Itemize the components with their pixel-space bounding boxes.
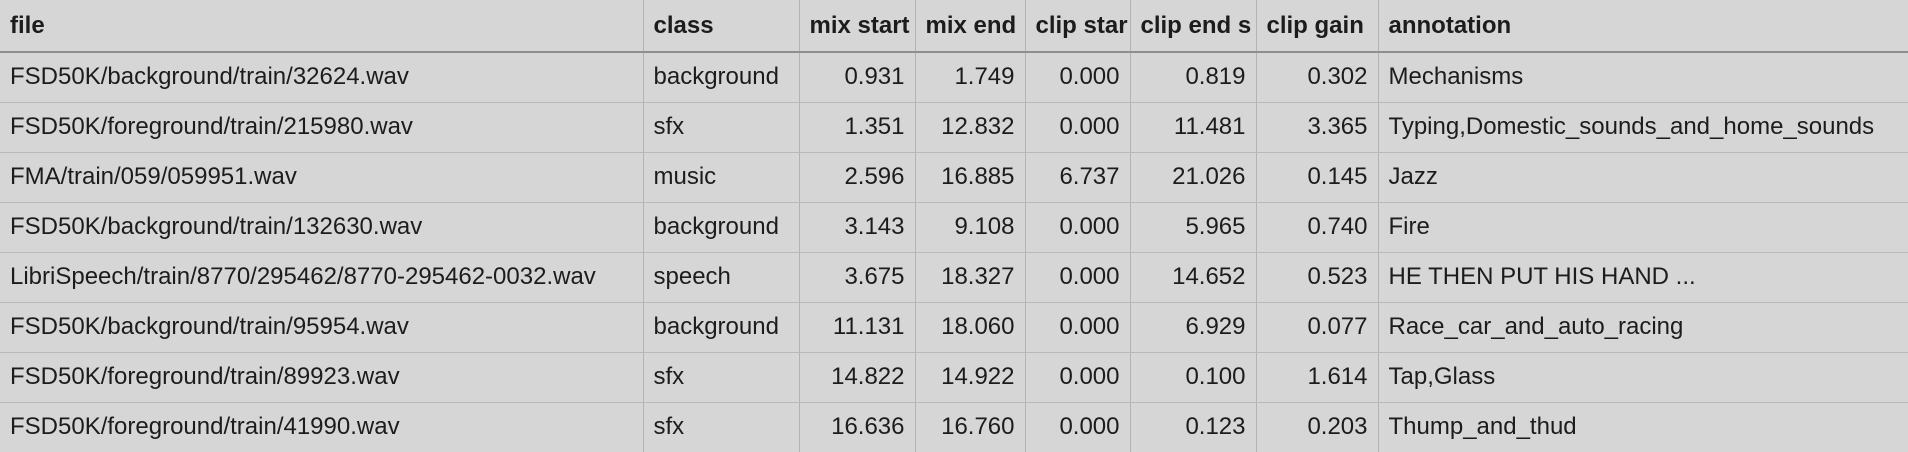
cell-file[interactable]: FSD50K/foreground/train/41990.wav — [0, 402, 644, 452]
cell-clip-start[interactable]: 0.000 — [1025, 102, 1131, 153]
cell-file[interactable]: FSD50K/foreground/train/89923.wav — [0, 352, 644, 403]
cell-annotation[interactable]: Jazz — [1378, 152, 1908, 203]
table-row[interactable]: FSD50K/background/train/32624.wav backgro… — [0, 52, 1908, 103]
cell-file[interactable]: LibriSpeech/train/8770/295462/8770-29546… — [0, 252, 644, 303]
cell-class[interactable]: sfx — [643, 402, 800, 452]
cell-mix-end[interactable]: 1.749 — [915, 52, 1026, 103]
cell-class[interactable]: music — [643, 152, 800, 203]
cell-clip-gain[interactable]: 0.302 — [1256, 52, 1379, 103]
header-class[interactable]: class — [643, 0, 800, 53]
cell-clip-end[interactable]: 11.481 — [1130, 102, 1257, 153]
cell-mix-start[interactable]: 1.351 — [799, 102, 916, 153]
cell-clip-end[interactable]: 6.929 — [1130, 302, 1257, 353]
cell-clip-gain[interactable]: 0.523 — [1256, 252, 1379, 303]
cell-clip-start[interactable]: 0.000 — [1025, 352, 1131, 403]
cell-mix-start[interactable]: 11.131 — [799, 302, 916, 353]
cell-mix-start[interactable]: 0.931 — [799, 52, 916, 103]
cell-class[interactable]: background — [643, 202, 800, 253]
cell-file[interactable]: FSD50K/background/train/32624.wav — [0, 52, 644, 103]
cell-annotation[interactable]: Mechanisms — [1378, 52, 1908, 103]
cell-mix-start[interactable]: 16.636 — [799, 402, 916, 452]
cell-file[interactable]: FSD50K/foreground/train/215980.wav — [0, 102, 644, 153]
cell-class[interactable]: sfx — [643, 352, 800, 403]
cell-mix-start[interactable]: 3.143 — [799, 202, 916, 253]
cell-mix-end[interactable]: 16.760 — [915, 402, 1026, 452]
table-row[interactable]: FSD50K/foreground/train/89923.wav sfx 14.8… — [0, 352, 1908, 403]
cell-clip-gain[interactable]: 0.077 — [1256, 302, 1379, 353]
cell-annotation[interactable]: Tap,Glass — [1378, 352, 1908, 403]
cell-annotation[interactable]: Thump_and_thud — [1378, 402, 1908, 452]
table-row[interactable]: FSD50K/foreground/train/215980.wav sfx 1.3… — [0, 102, 1908, 153]
table-row[interactable]: FSD50K/background/train/132630.wav backgr… — [0, 202, 1908, 253]
cell-class[interactable]: speech — [643, 252, 800, 303]
header-row: file class mix start mix end clip star c… — [0, 0, 1908, 53]
table-body: FSD50K/background/train/32624.wav backgro… — [0, 52, 1908, 452]
cell-mix-end[interactable]: 9.108 — [915, 202, 1026, 253]
cell-clip-gain[interactable]: 1.614 — [1256, 352, 1379, 403]
cell-clip-start[interactable]: 0.000 — [1025, 202, 1131, 253]
cell-clip-end[interactable]: 21.026 — [1130, 152, 1257, 203]
cell-clip-start[interactable]: 0.000 — [1025, 52, 1131, 103]
cell-mix-end[interactable]: 14.922 — [915, 352, 1026, 403]
cell-clip-start[interactable]: 0.000 — [1025, 252, 1131, 303]
header-clip-gain[interactable]: clip gain — [1256, 0, 1379, 53]
cell-annotation[interactable]: Typing,Domestic_sounds_and_home_sounds — [1378, 102, 1908, 153]
cell-file[interactable]: FSD50K/background/train/132630.wav — [0, 202, 644, 253]
cell-file[interactable]: FSD50K/background/train/95954.wav — [0, 302, 644, 353]
cell-mix-end[interactable]: 18.060 — [915, 302, 1026, 353]
cell-clip-gain[interactable]: 0.145 — [1256, 152, 1379, 203]
cell-mix-start[interactable]: 14.822 — [799, 352, 916, 403]
cell-clip-end[interactable]: 0.123 — [1130, 402, 1257, 452]
cell-clip-end[interactable]: 0.100 — [1130, 352, 1257, 403]
cell-class[interactable]: sfx — [643, 102, 800, 153]
cell-clip-gain[interactable]: 0.740 — [1256, 202, 1379, 253]
cell-annotation[interactable]: HE THEN PUT HIS HAND ... — [1378, 252, 1908, 303]
cell-annotation[interactable]: Race_car_and_auto_racing — [1378, 302, 1908, 353]
table-row[interactable]: LibriSpeech/train/8770/295462/8770-29546… — [0, 252, 1908, 303]
cell-clip-end[interactable]: 14.652 — [1130, 252, 1257, 303]
cell-mix-start[interactable]: 3.675 — [799, 252, 916, 303]
header-mix-start[interactable]: mix start — [799, 0, 916, 53]
cell-file[interactable]: FMA/train/059/059951.wav — [0, 152, 644, 203]
cell-class[interactable]: background — [643, 52, 800, 103]
cell-clip-start[interactable]: 0.000 — [1025, 402, 1131, 452]
table-row[interactable]: FSD50K/foreground/train/41990.wav sfx 16.6… — [0, 402, 1908, 452]
cell-mix-end[interactable]: 12.832 — [915, 102, 1026, 153]
cell-clip-end[interactable]: 5.965 — [1130, 202, 1257, 253]
cell-clip-start[interactable]: 0.000 — [1025, 302, 1131, 353]
table-row[interactable]: FSD50K/background/train/95954.wav backgro… — [0, 302, 1908, 353]
cell-mix-start[interactable]: 2.596 — [799, 152, 916, 203]
cell-mix-end[interactable]: 16.885 — [915, 152, 1026, 203]
table-row[interactable]: FMA/train/059/059951.wav music 2.596 16.885… — [0, 152, 1908, 203]
cell-clip-gain[interactable]: 3.365 — [1256, 102, 1379, 153]
header-clip-end[interactable]: clip end s — [1130, 0, 1257, 53]
cell-class[interactable]: background — [643, 302, 800, 353]
cell-clip-gain[interactable]: 0.203 — [1256, 402, 1379, 452]
cell-annotation[interactable]: Fire — [1378, 202, 1908, 253]
cell-clip-start[interactable]: 6.737 — [1025, 152, 1131, 203]
cell-clip-end[interactable]: 0.819 — [1130, 52, 1257, 103]
header-mix-end[interactable]: mix end — [915, 0, 1026, 53]
header-annotation[interactable]: annotation — [1378, 0, 1908, 53]
header-clip-start[interactable]: clip star — [1025, 0, 1131, 53]
cell-mix-end[interactable]: 18.327 — [915, 252, 1026, 303]
header-file[interactable]: file — [0, 0, 644, 53]
